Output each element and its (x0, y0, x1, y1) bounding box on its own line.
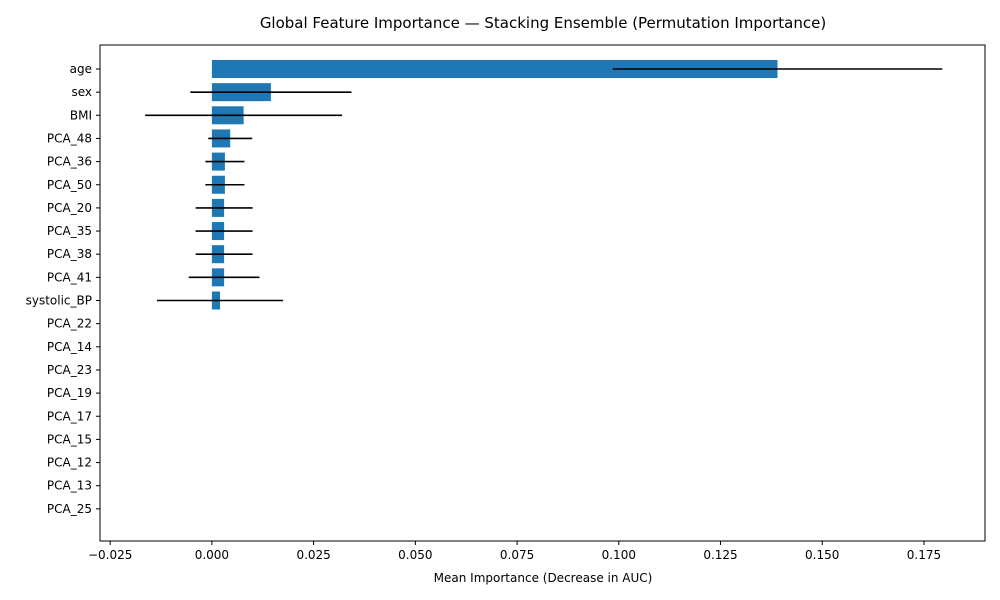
x-tick-label: 0.100 (602, 548, 636, 562)
plot-frame (99, 44, 986, 542)
x-axis-ticks: −0.025 0.000 0.025 0.050 0.075 0.100 0.125 0.15… (88, 541, 941, 562)
y-tick-label: PCA_50 (47, 178, 92, 192)
x-tick-label: 0.125 (703, 548, 737, 562)
error-bars-group (145, 68, 943, 302)
bars-group (211, 60, 778, 310)
y-tick-label: age (70, 62, 92, 76)
y-tick-label: PCA_23 (47, 363, 92, 377)
y-tick-label: PCA_20 (47, 201, 92, 215)
y-tick-label: sex (71, 85, 92, 99)
y-tick-label: PCA_19 (47, 386, 92, 400)
x-tick-label: 0.050 (398, 548, 432, 562)
y-tick-label: PCA_35 (47, 224, 92, 238)
y-tick-label: PCA_14 (47, 340, 92, 354)
x-tick-label: 0.175 (907, 548, 941, 562)
y-tick-label: PCA_12 (47, 456, 92, 470)
x-tick-label: 0.150 (805, 548, 839, 562)
y-tick-label: BMI (70, 108, 92, 122)
y-tick-label: PCA_25 (47, 502, 92, 516)
bar (211, 60, 778, 78)
y-tick-label: PCA_36 (47, 155, 92, 169)
x-tick-label: 0.000 (195, 548, 229, 562)
y-tick-label: PCA_17 (47, 409, 92, 423)
y-tick-label: PCA_38 (47, 247, 92, 261)
x-tick-label: 0.025 (296, 548, 330, 562)
y-tick-label: PCA_41 (47, 270, 92, 284)
y-tick-label: PCA_48 (47, 131, 92, 145)
x-axis-label: Mean Importance (Decrease in AUC) (434, 571, 653, 585)
y-axis-ticks: age sex BMI PCA_48 PCA_36 PCA_50 PCA_20 PCA_35 P… (26, 62, 100, 516)
x-tick-label: 0.075 (500, 548, 534, 562)
chart-title: Global Feature Importance — Stacking Ens… (260, 14, 826, 32)
y-tick-label: systolic_BP (26, 294, 92, 308)
x-tick-label: −0.025 (88, 548, 132, 562)
y-tick-label: PCA_13 (47, 479, 92, 493)
y-tick-label: PCA_22 (47, 317, 92, 331)
y-tick-label: PCA_15 (47, 432, 92, 446)
